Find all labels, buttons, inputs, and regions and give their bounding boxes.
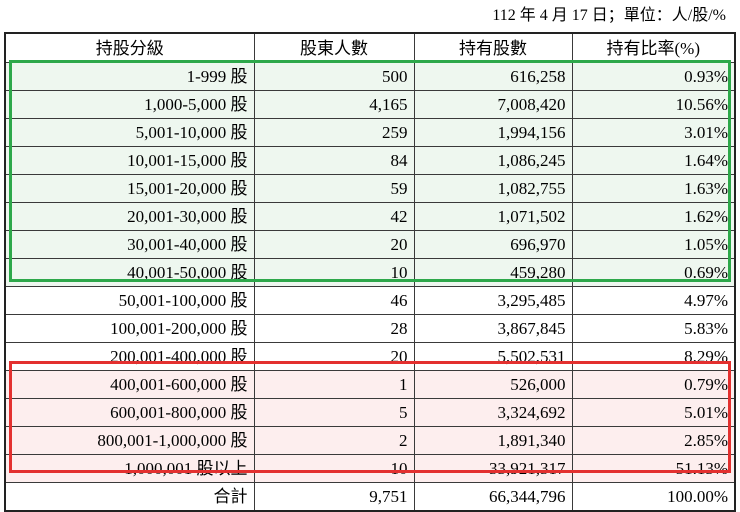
total-holders: 9,751 (253, 482, 415, 512)
cell-range: 10,001-15,000 股 (4, 146, 255, 175)
cell-ratio: 0.79% (571, 370, 736, 399)
shareholding-distribution-table: 持股分級 股東人數 持有股數 持有比率(%) 1-999 股 500 616,258… (4, 32, 736, 512)
cell-ratio: 10.56% (571, 90, 736, 119)
cell-shares: 616,258 (413, 62, 573, 91)
cell-range: 800,001-1,000,000 股 (4, 426, 255, 455)
cell-ratio: 3.01% (571, 118, 736, 147)
table-row: 400,001-600,000 股 1 526,000 0.79% (4, 370, 736, 399)
header-range: 持股分級 (4, 32, 255, 63)
cell-holders: 500 (253, 62, 415, 91)
table-row: 15,001-20,000 股 59 1,082,755 1.63% (4, 174, 736, 203)
cell-holders: 20 (253, 342, 415, 371)
cell-holders: 10 (253, 454, 415, 483)
date-unit-note: 112 年 4 月 17 日；單位：人/股/% (492, 7, 726, 24)
cell-holders: 5 (253, 398, 415, 427)
table-row: 50,001-100,000 股 46 3,295,485 4.97% (4, 286, 736, 315)
table-row: 5,001-10,000 股 259 1,994,156 3.01% (4, 118, 736, 147)
cell-ratio: 5.01% (571, 398, 736, 427)
cell-holders: 2 (253, 426, 415, 455)
cell-ratio: 2.85% (571, 426, 736, 455)
cell-shares: 1,994,156 (413, 118, 573, 147)
cell-shares: 696,970 (413, 230, 573, 259)
header-ratio: 持有比率(%) (571, 32, 736, 63)
cell-shares: 1,082,755 (413, 174, 573, 203)
cell-ratio: 4.97% (571, 286, 736, 315)
cell-holders: 10 (253, 258, 415, 287)
cell-ratio: 0.93% (571, 62, 736, 91)
total-shares: 66,344,796 (413, 482, 573, 512)
total-row: 合計 9,751 66,344,796 100.00% (4, 482, 736, 512)
cell-holders: 4,165 (253, 90, 415, 119)
cell-holders: 84 (253, 146, 415, 175)
cell-holders: 20 (253, 230, 415, 259)
cell-ratio: 1.05% (571, 230, 736, 259)
cell-holders: 259 (253, 118, 415, 147)
header-shares: 持有股數 (413, 32, 573, 63)
cell-range: 30,001-40,000 股 (4, 230, 255, 259)
table-header-row: 持股分級 股東人數 持有股數 持有比率(%) (4, 32, 736, 63)
cell-shares: 3,324,692 (413, 398, 573, 427)
cell-range: 600,001-800,000 股 (4, 398, 255, 427)
table-row: 600,001-800,000 股 5 3,324,692 5.01% (4, 398, 736, 427)
table-row: 40,001-50,000 股 10 459,280 0.69% (4, 258, 736, 287)
cell-range: 1-999 股 (4, 62, 255, 91)
cell-shares: 1,086,245 (413, 146, 573, 175)
cell-shares: 526,000 (413, 370, 573, 399)
cell-ratio: 8.29% (571, 342, 736, 371)
cell-shares: 7,008,420 (413, 90, 573, 119)
cell-range: 40,001-50,000 股 (4, 258, 255, 287)
table-row: 100,001-200,000 股 28 3,867,845 5.83% (4, 314, 736, 343)
table-row: 200,001-400,000 股 20 5,502,531 8.29% (4, 342, 736, 371)
cell-range: 400,001-600,000 股 (4, 370, 255, 399)
table-row: 800,001-1,000,000 股 2 1,891,340 2.85% (4, 426, 736, 455)
cell-holders: 1 (253, 370, 415, 399)
cell-range: 15,001-20,000 股 (4, 174, 255, 203)
cell-ratio: 5.83% (571, 314, 736, 343)
cell-ratio: 1.62% (571, 202, 736, 231)
cell-range: 1,000,001 股以上 (4, 454, 255, 483)
cell-shares: 33,921,317 (413, 454, 573, 483)
cell-range: 100,001-200,000 股 (4, 314, 255, 343)
total-ratio: 100.00% (571, 482, 736, 512)
cell-ratio: 51.13% (571, 454, 736, 483)
cell-range: 5,001-10,000 股 (4, 118, 255, 147)
cell-holders: 42 (253, 202, 415, 231)
cell-range: 50,001-100,000 股 (4, 286, 255, 315)
cell-holders: 28 (253, 314, 415, 343)
cell-shares: 459,280 (413, 258, 573, 287)
total-label: 合計 (4, 482, 255, 512)
cell-holders: 59 (253, 174, 415, 203)
cell-range: 200,001-400,000 股 (4, 342, 255, 371)
cell-ratio: 1.64% (571, 146, 736, 175)
cell-range: 20,001-30,000 股 (4, 202, 255, 231)
table-row: 30,001-40,000 股 20 696,970 1.05% (4, 230, 736, 259)
cell-shares: 1,891,340 (413, 426, 573, 455)
table-row: 1-999 股 500 616,258 0.93% (4, 62, 736, 91)
table-body: 1-999 股 500 616,258 0.93% 1,000-5,000 股 4,165… (4, 62, 736, 483)
cell-shares: 1,071,502 (413, 202, 573, 231)
cell-range: 1,000-5,000 股 (4, 90, 255, 119)
cell-ratio: 0.69% (571, 258, 736, 287)
cell-shares: 5,502,531 (413, 342, 573, 371)
table-row: 10,001-15,000 股 84 1,086,245 1.64% (4, 146, 736, 175)
cell-shares: 3,295,485 (413, 286, 573, 315)
table-row: 1,000,001 股以上 10 33,921,317 51.13% (4, 454, 736, 483)
table-row: 1,000-5,000 股 4,165 7,008,420 10.56% (4, 90, 736, 119)
cell-shares: 3,867,845 (413, 314, 573, 343)
cell-ratio: 1.63% (571, 174, 736, 203)
cell-holders: 46 (253, 286, 415, 315)
table-row: 20,001-30,000 股 42 1,071,502 1.62% (4, 202, 736, 231)
header-holders: 股東人數 (253, 32, 415, 63)
